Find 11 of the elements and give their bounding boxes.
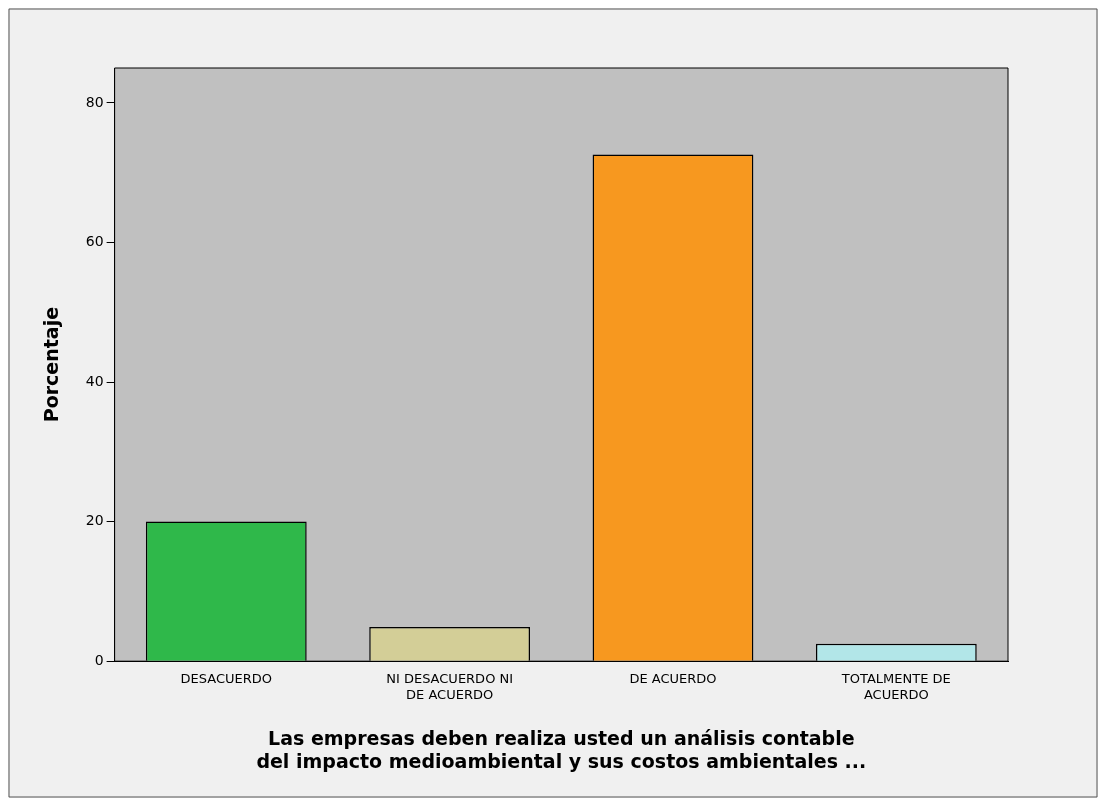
y-tick-label: 0	[94, 651, 104, 668]
x-tick-label: DESACUERDO	[180, 671, 273, 687]
y-tick-label: 20	[85, 512, 104, 529]
x-tick-label: DE ACUERDO	[629, 671, 717, 687]
x-tick-label: NI DESACUERDO NI DE ACUERDO	[386, 671, 514, 702]
y-axis-title: Porcentaje	[40, 306, 63, 423]
x-axis-title: Las empresas deben realiza usted un análisis contable del impacto medioambiental y sus costos ambientales ...	[256, 726, 867, 772]
y-tick-label: 60	[85, 233, 104, 250]
y-tick-label: 80	[85, 93, 104, 110]
y-tick-label: 40	[85, 372, 104, 389]
x-tick-label: TOTALMENTE DE ACUERDO	[840, 671, 951, 702]
